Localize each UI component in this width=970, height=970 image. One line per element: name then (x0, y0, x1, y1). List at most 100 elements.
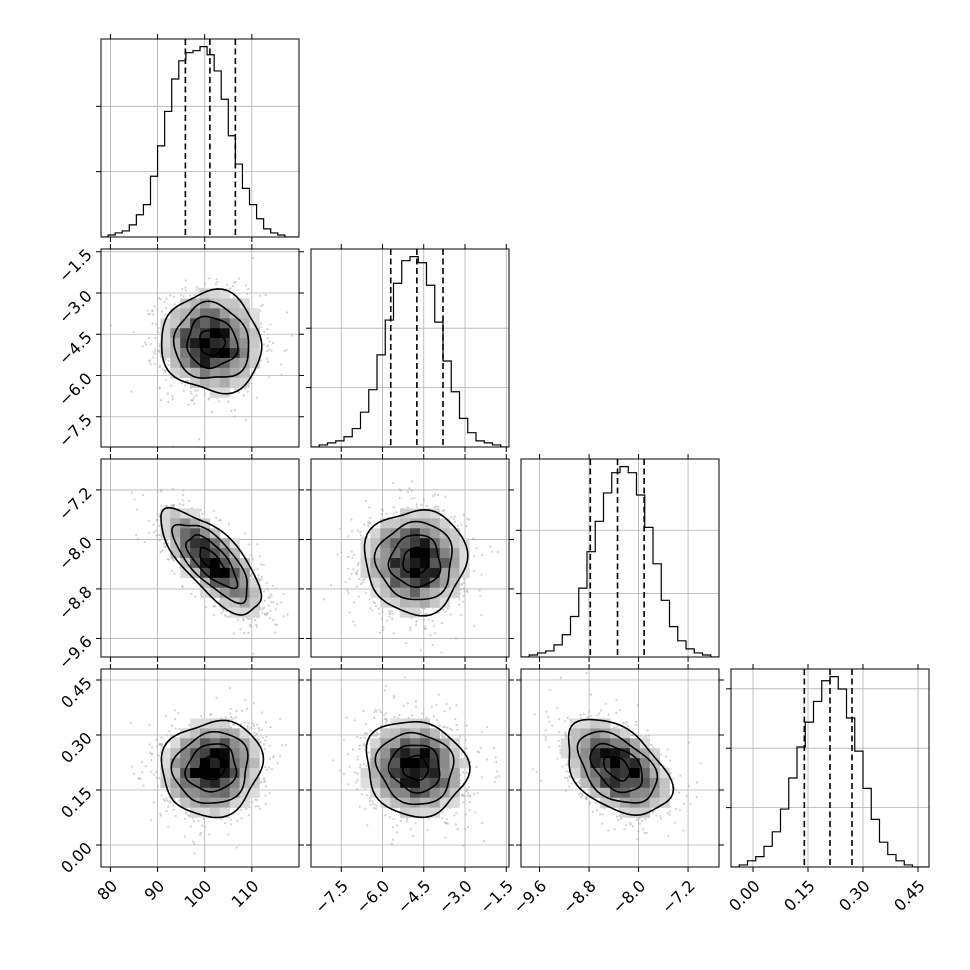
sample-point (267, 604, 270, 607)
sample-point (329, 584, 333, 587)
sample-point (202, 817, 205, 820)
density-cell (610, 738, 621, 749)
sample-point (253, 702, 256, 705)
density-cell (649, 758, 660, 769)
sample-point (264, 739, 267, 742)
x-tick-label-p3: 0.00 (725, 876, 764, 915)
sample-point (635, 720, 638, 724)
sample-point (354, 624, 357, 627)
sample-point (491, 550, 494, 553)
density-cell (580, 718, 591, 729)
density-cell (200, 738, 211, 749)
density-cell (249, 787, 260, 798)
sample-point (181, 499, 184, 502)
sample-point (323, 598, 326, 601)
sample-point (356, 758, 359, 761)
sample-point (163, 368, 166, 372)
sample-point (169, 800, 172, 803)
sample-point (159, 298, 162, 301)
density-cell (370, 577, 381, 588)
density-cell (629, 748, 641, 759)
sample-point (449, 613, 452, 616)
density-cell (649, 748, 660, 759)
sample-point (233, 415, 236, 418)
sample-point (172, 558, 175, 561)
density-cell (419, 728, 431, 739)
sample-point (598, 712, 601, 715)
density-cell (170, 758, 181, 769)
density-cell (200, 528, 211, 539)
density-cell (190, 548, 201, 559)
sample-point (456, 728, 459, 732)
sample-point (458, 603, 461, 606)
sample-point (154, 348, 157, 351)
sample-point (460, 752, 463, 755)
sample-point (391, 482, 395, 485)
density-cell (200, 787, 211, 798)
density-cell (429, 558, 440, 569)
sample-point (594, 801, 597, 804)
sample-point (148, 743, 151, 746)
density-cell (419, 508, 431, 519)
sample-point (588, 710, 591, 714)
sample-point (364, 732, 367, 735)
sample-point (192, 820, 195, 823)
sample-point (163, 300, 166, 304)
sample-point (166, 392, 169, 395)
density-cell (410, 758, 421, 769)
sample-point (458, 598, 461, 601)
sample-point (223, 821, 227, 825)
sample-point (148, 723, 151, 726)
sample-point (462, 600, 465, 603)
density-cell (439, 777, 450, 789)
sample-point (372, 734, 375, 737)
sample-point (595, 809, 599, 812)
density-cell (229, 367, 240, 378)
sample-point (243, 632, 246, 635)
density-cell (419, 528, 431, 539)
sample-point (225, 615, 228, 618)
density-cell (209, 367, 221, 378)
sample-point (346, 589, 349, 592)
sample-point (368, 506, 371, 509)
sample-point (260, 563, 263, 566)
sample-point (195, 288, 198, 291)
contour-3 (363, 508, 469, 617)
sample-point (564, 733, 567, 736)
density-cell (380, 758, 391, 769)
sample-point (249, 726, 252, 730)
sample-point (407, 716, 410, 720)
sample-point (660, 817, 663, 820)
density-cell (370, 787, 381, 798)
density-cell (400, 607, 411, 618)
sample-point (276, 602, 279, 606)
sample-point (556, 757, 559, 760)
sample-point (172, 808, 175, 811)
sample-point (664, 755, 668, 758)
density-cell (239, 558, 250, 569)
sample-point (247, 722, 250, 725)
sample-point (351, 556, 354, 559)
sample-point (150, 752, 153, 756)
sample-point (479, 595, 482, 598)
sample-point (624, 824, 628, 827)
sample-point (636, 838, 639, 841)
sample-point (347, 753, 350, 756)
sample-point (156, 785, 159, 788)
y-tick-label-p2: −8.8 (55, 582, 96, 623)
contour-3 (365, 720, 471, 819)
sample-point (256, 543, 259, 546)
sample-point (659, 815, 662, 818)
sample-point (607, 713, 610, 716)
density-cell (639, 768, 650, 779)
density-cell (400, 587, 411, 598)
sample-point (434, 506, 437, 509)
density-cell (629, 807, 641, 818)
sample-point (268, 617, 271, 620)
panel-0-0 (96, 34, 300, 242)
sample-point (472, 537, 475, 540)
sample-point (139, 777, 142, 780)
contour-2 (576, 730, 659, 804)
sample-point (227, 615, 231, 618)
sample-point (442, 608, 445, 612)
